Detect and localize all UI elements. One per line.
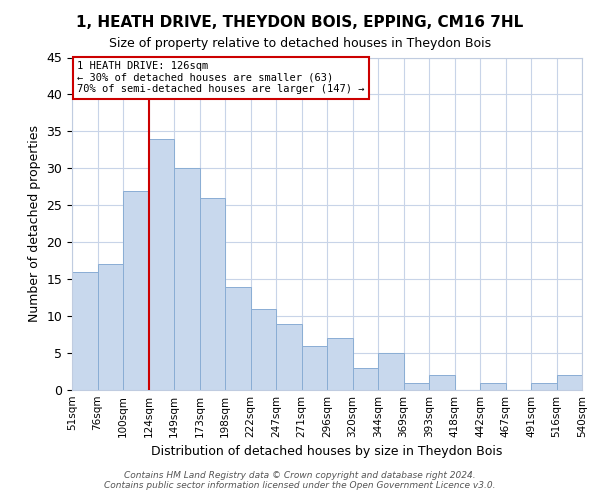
Bar — [557, 375, 582, 390]
Bar — [327, 338, 353, 390]
Bar — [353, 368, 378, 390]
Bar — [199, 198, 225, 390]
Bar — [404, 382, 429, 390]
Bar — [97, 264, 123, 390]
Bar — [123, 190, 149, 390]
Bar — [251, 308, 276, 390]
Text: 1, HEATH DRIVE, THEYDON BOIS, EPPING, CM16 7HL: 1, HEATH DRIVE, THEYDON BOIS, EPPING, CM… — [76, 15, 524, 30]
Bar — [531, 382, 557, 390]
Bar — [480, 382, 505, 390]
Bar — [276, 324, 302, 390]
Bar — [225, 286, 251, 390]
Bar — [149, 139, 174, 390]
Y-axis label: Number of detached properties: Number of detached properties — [28, 125, 41, 322]
Bar — [378, 353, 404, 390]
X-axis label: Distribution of detached houses by size in Theydon Bois: Distribution of detached houses by size … — [151, 446, 503, 458]
Text: Contains HM Land Registry data © Crown copyright and database right 2024.
Contai: Contains HM Land Registry data © Crown c… — [104, 470, 496, 490]
Bar — [72, 272, 97, 390]
Bar — [429, 375, 455, 390]
Bar — [302, 346, 327, 390]
Text: Size of property relative to detached houses in Theydon Bois: Size of property relative to detached ho… — [109, 38, 491, 51]
Text: 1 HEATH DRIVE: 126sqm
← 30% of detached houses are smaller (63)
70% of semi-deta: 1 HEATH DRIVE: 126sqm ← 30% of detached … — [77, 61, 365, 94]
Bar — [174, 168, 199, 390]
